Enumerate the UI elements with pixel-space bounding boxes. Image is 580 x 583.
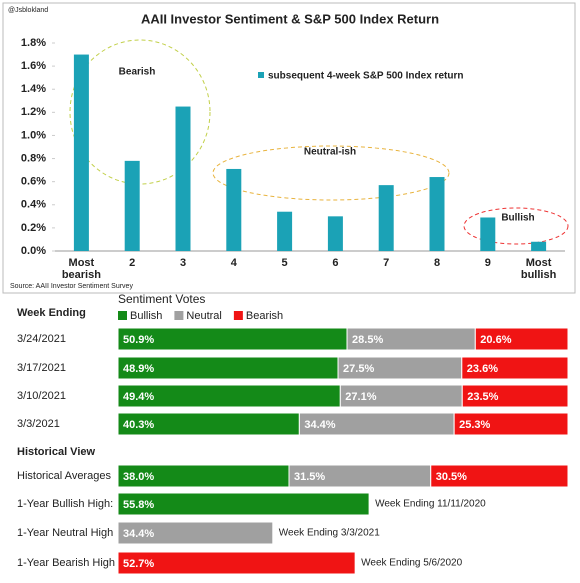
y-tick-label: 1.8% bbox=[21, 37, 46, 49]
legend-label: Neutral bbox=[186, 310, 221, 322]
bar bbox=[378, 185, 394, 251]
y-tick-label: 1.4% bbox=[21, 83, 46, 95]
y-tick-label: 0.8% bbox=[21, 152, 46, 164]
note: Week Ending 3/3/2021 bbox=[279, 528, 380, 539]
segment-label: 27.1% bbox=[345, 391, 376, 403]
segment-label: 27.5% bbox=[343, 363, 374, 375]
x-tick-label: 4 bbox=[230, 257, 237, 269]
row-label: 3/3/2021 bbox=[17, 418, 60, 430]
bar bbox=[327, 216, 343, 251]
bar bbox=[226, 168, 242, 251]
watermark: @Jsblokland bbox=[8, 7, 48, 14]
row-label: 1-Year Neutral High bbox=[17, 527, 113, 539]
neutral-ellipse bbox=[212, 145, 450, 201]
legend-swatch bbox=[233, 311, 243, 320]
chart-frame bbox=[2, 2, 576, 294]
segment-label: 25.3% bbox=[459, 419, 490, 431]
y-tick-label: 1.2% bbox=[21, 106, 46, 118]
bar-segment bbox=[430, 464, 569, 488]
segment-label: 28.5% bbox=[352, 334, 383, 346]
segment-label: 38.0% bbox=[123, 471, 154, 483]
legend-swatch bbox=[258, 72, 264, 78]
y-tick-label: 0.2% bbox=[21, 222, 46, 234]
row-label: 1-Year Bullish High: bbox=[17, 498, 113, 510]
legend-label: subsequent 4-week S&P 500 Index return bbox=[268, 71, 463, 82]
bar-segment bbox=[461, 356, 569, 380]
segment-label: 30.5% bbox=[436, 471, 467, 483]
x-tick-label: 5 bbox=[281, 257, 288, 269]
y-tick-label: 0.4% bbox=[21, 199, 46, 211]
y-tick-label: 0.0% bbox=[21, 245, 46, 257]
segment-label: 50.9% bbox=[123, 334, 154, 346]
x-tick-label: 7 bbox=[383, 257, 390, 269]
segment-label: 55.8% bbox=[123, 499, 154, 511]
row-label: 3/10/2021 bbox=[17, 390, 66, 402]
bar bbox=[531, 241, 547, 251]
legend-swatch bbox=[118, 311, 127, 320]
bar bbox=[73, 54, 89, 251]
x-tick-label: 3 bbox=[179, 257, 187, 269]
segment-label: 31.5% bbox=[294, 471, 325, 483]
bar bbox=[480, 217, 496, 251]
bar bbox=[124, 160, 140, 251]
x-tick-label: Most bearish bbox=[61, 257, 101, 281]
segment-label: 23.6% bbox=[467, 363, 498, 375]
bearish-ellipse bbox=[69, 39, 211, 185]
bar bbox=[429, 177, 445, 251]
legend-label: Bearish bbox=[246, 310, 283, 322]
bar bbox=[175, 106, 191, 251]
segment-label: 48.9% bbox=[123, 363, 154, 375]
segment-label: 49.4% bbox=[123, 391, 154, 403]
legend-label: Bullish bbox=[130, 310, 162, 322]
row-label: Historical Averages bbox=[17, 470, 111, 482]
source: Source: AAII Investor Sentiment Survey bbox=[10, 283, 133, 290]
y-tick-label: 1.0% bbox=[21, 129, 46, 141]
segment-label: 23.5% bbox=[467, 391, 498, 403]
row-label: 3/24/2021 bbox=[17, 333, 66, 345]
x-tick-label: 8 bbox=[433, 257, 441, 269]
bar-segment bbox=[474, 327, 569, 351]
note: Week Ending 5/6/2020 bbox=[361, 558, 462, 569]
bar-segment bbox=[461, 384, 569, 408]
x-tick-label: 6 bbox=[332, 257, 339, 269]
bar bbox=[277, 211, 293, 251]
segment-label: 40.3% bbox=[123, 419, 154, 431]
chart-title: AAII Investor Sentiment & S&P 500 Index … bbox=[141, 11, 439, 26]
row-label: 1-Year Bearish High bbox=[17, 557, 115, 569]
annotation: Bullish bbox=[501, 213, 534, 224]
segment-label: 34.4% bbox=[304, 419, 335, 431]
bar-segment bbox=[117, 492, 370, 516]
group-title: Week Ending bbox=[17, 307, 86, 319]
segment-label: 52.7% bbox=[123, 558, 154, 570]
group-title: Historical View bbox=[17, 446, 95, 458]
table-title: Sentiment Votes bbox=[118, 292, 205, 306]
bar-segment bbox=[117, 551, 356, 575]
segment-label: 34.4% bbox=[123, 528, 154, 540]
bullish-ellipse bbox=[463, 207, 569, 245]
x-tick-label: 2 bbox=[129, 257, 136, 269]
x-tick-label: 9 bbox=[484, 257, 491, 269]
legend-swatch bbox=[174, 311, 184, 320]
y-tick-label: 0.6% bbox=[21, 176, 46, 188]
x-tick-label: Most bullish bbox=[520, 257, 557, 281]
annotation: Bearish bbox=[119, 67, 156, 78]
y-tick-label: 1.6% bbox=[21, 60, 46, 72]
row-label: 3/17/2021 bbox=[17, 362, 66, 374]
note: Week Ending 11/11/2020 bbox=[375, 499, 486, 510]
bar-segment bbox=[117, 521, 274, 545]
segment-label: 20.6% bbox=[480, 334, 511, 346]
bar-segment bbox=[453, 412, 569, 436]
annotation: Neutral-ish bbox=[304, 147, 356, 158]
